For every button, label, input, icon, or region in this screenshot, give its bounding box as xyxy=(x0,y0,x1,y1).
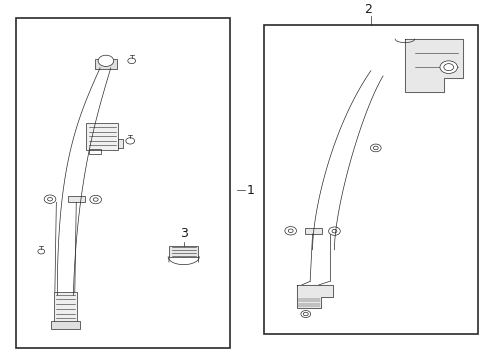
Text: 3: 3 xyxy=(180,227,187,240)
Bar xyxy=(86,123,118,150)
Bar xyxy=(169,246,198,257)
Bar xyxy=(54,292,77,322)
Bar xyxy=(51,321,80,329)
Bar xyxy=(118,139,122,148)
Circle shape xyxy=(98,55,114,67)
Bar xyxy=(95,59,116,69)
Bar xyxy=(89,149,101,154)
Bar xyxy=(68,196,85,202)
Polygon shape xyxy=(296,285,333,308)
Polygon shape xyxy=(404,39,462,92)
Bar xyxy=(16,18,229,348)
Text: 2: 2 xyxy=(364,3,372,16)
Bar xyxy=(305,228,322,234)
Text: 1: 1 xyxy=(246,184,254,197)
Bar xyxy=(264,25,477,334)
Circle shape xyxy=(439,61,457,73)
